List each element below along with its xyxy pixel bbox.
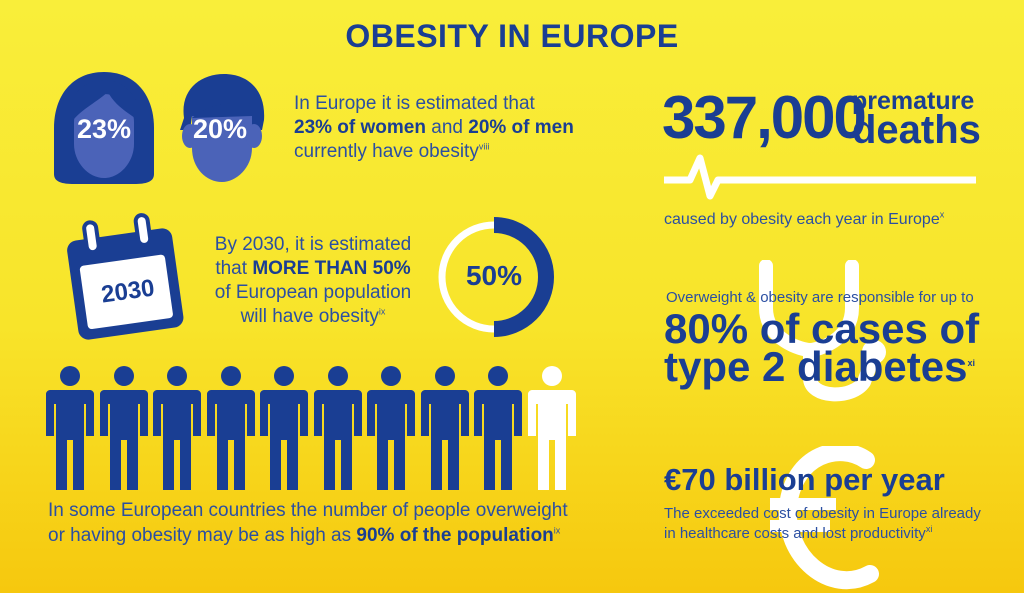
person-icon-highlighted — [313, 366, 362, 490]
woman-head: 23% — [50, 70, 158, 186]
percent-ring: 50% — [434, 212, 554, 342]
person-icon-highlighted — [420, 366, 469, 490]
deaths-word-deaths: deaths — [852, 108, 981, 152]
calendar-icon — [67, 213, 184, 340]
man-head-icon — [180, 74, 265, 182]
woman-head-icon — [54, 72, 154, 184]
person-icon — [527, 366, 576, 490]
diabetes-intro: Overweight & obesity are responsible for… — [666, 289, 974, 306]
calendar: 2030 — [60, 212, 190, 342]
forecast-statement: By 2030, it is estimated that MORE THAN … — [214, 234, 412, 327]
deaths-word-premature: premature — [852, 87, 975, 115]
man-head: 20% — [166, 70, 274, 186]
person-icon-highlighted — [99, 366, 148, 490]
population-statement: In some European countries the number of… — [48, 500, 568, 546]
women-percent: 23% — [76, 114, 132, 144]
heartbeat-line-icon — [664, 154, 976, 200]
deaths-caption: caused by obesity each year in Europex — [664, 209, 945, 228]
stethoscope-icon — [759, 260, 886, 402]
page-title: OBESITY IN EUROPE — [345, 18, 679, 54]
person-icon-highlighted — [367, 366, 415, 490]
forecast-stat: MORE THAN 50% — [252, 258, 411, 279]
men-stat: 20% of men — [468, 117, 574, 138]
person-icon-highlighted — [153, 366, 201, 490]
ring-fill — [493, 217, 554, 337]
cost-headline: €70 billion per year — [664, 462, 945, 497]
person-icon-highlighted — [206, 366, 255, 490]
diabetes-line2: type 2 diabetesxi — [664, 343, 975, 390]
deaths-number: 337,000 — [662, 84, 867, 151]
person-icon-highlighted — [260, 366, 308, 490]
population-stat: 90% of the population — [356, 525, 554, 546]
men-percent: 20% — [192, 114, 248, 144]
ring-percent: 50% — [465, 260, 523, 291]
women-stat: 23% of women — [294, 117, 426, 138]
euro-icon — [770, 446, 879, 589]
cost-statement: The exceeded cost of obesity in Europe a… — [664, 505, 981, 542]
person-icon-highlighted — [474, 366, 522, 490]
person-icon-highlighted — [46, 366, 94, 490]
people-row — [46, 366, 586, 492]
diabetes-line1: 80% of cases of — [664, 305, 980, 352]
gender-statement: In Europe it is estimated that 23% of wo… — [294, 93, 574, 162]
